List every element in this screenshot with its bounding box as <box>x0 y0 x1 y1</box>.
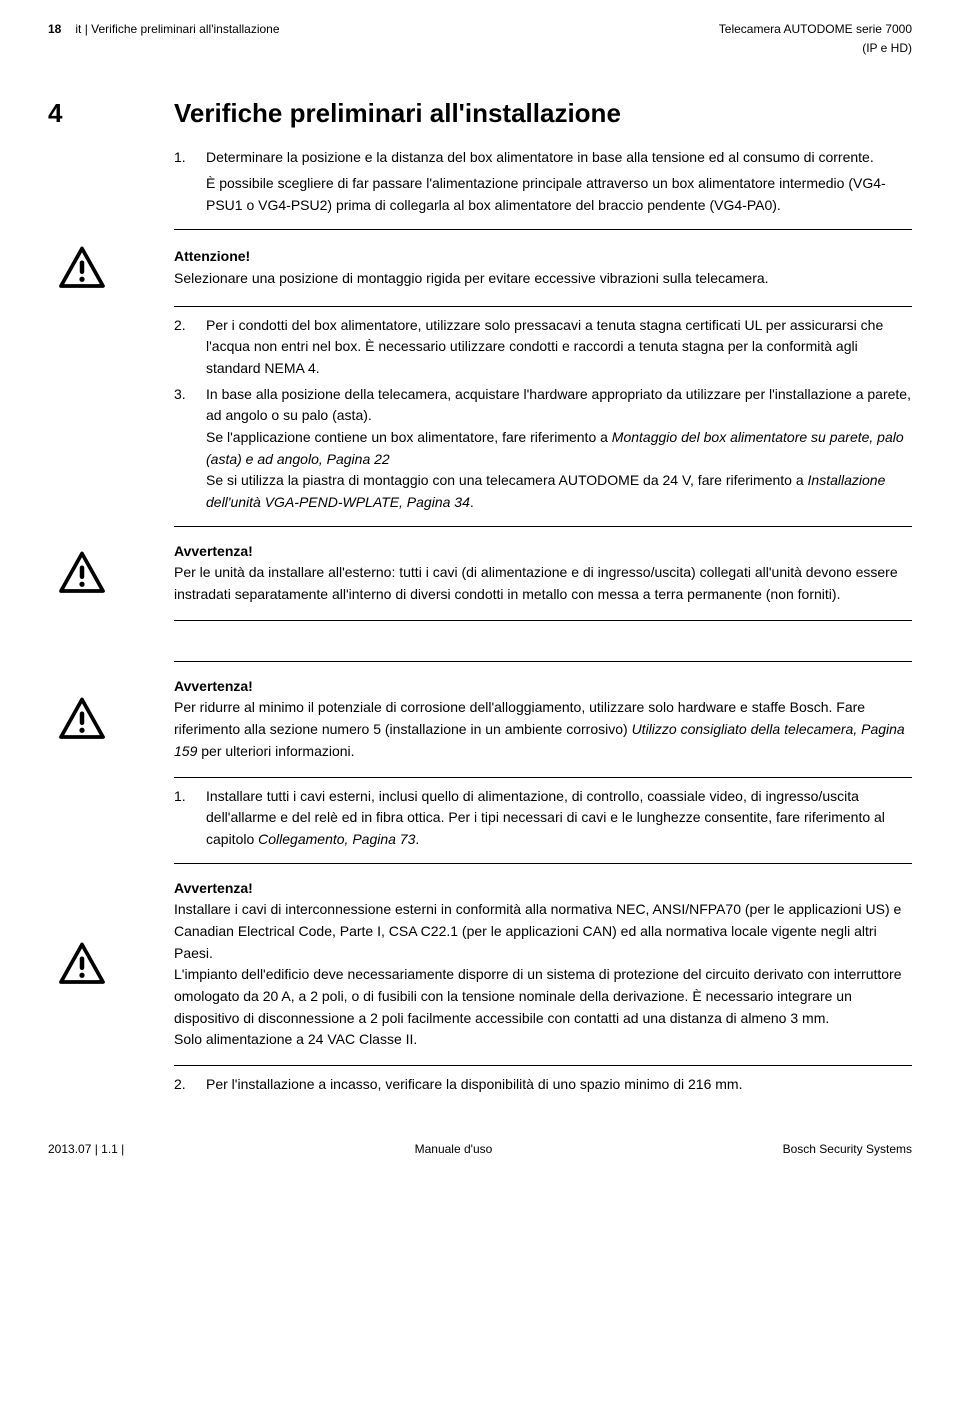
list-text: Determinare la posizione e la distanza d… <box>206 147 912 169</box>
body-col: 2. Per i condotti del box alimentatore, … <box>174 315 912 518</box>
notice-text: Per ridurre al minimo il potenziale di c… <box>174 697 912 762</box>
notice-warning: Avvertenza! Per le unità da installare a… <box>48 535 912 612</box>
icon-gutter <box>48 549 174 597</box>
intro-block: 1. Determinare la posizione e la distanz… <box>48 147 912 220</box>
notice-body: Attenzione! Selezionare una posizione di… <box>174 246 912 289</box>
footer-company: Bosch Security Systems <box>783 1140 912 1159</box>
spacer <box>48 629 912 653</box>
notice-warning: Avvertenza! Installare i cavi di interco… <box>48 872 912 1058</box>
header-left: 18 it | Verifiche preliminari all'instal… <box>48 20 280 39</box>
product-name: Telecamera AUTODOME serie 7000 <box>719 20 912 39</box>
text: In base alla posizione della telecamera,… <box>206 386 911 424</box>
divider <box>174 661 912 662</box>
list-item: 3. In base alla posizione della telecame… <box>174 384 912 514</box>
gutter <box>48 147 174 220</box>
text: . <box>415 831 419 847</box>
notice-title: Avvertenza! <box>174 878 912 900</box>
notice-text: Selezionare una posizione di montaggio r… <box>174 268 912 290</box>
caution-icon <box>58 695 106 743</box>
reference-link: Collegamento, Pagina 73 <box>258 831 415 847</box>
list-number: 2. <box>174 1074 192 1096</box>
divider <box>174 777 912 778</box>
gutter <box>48 1074 174 1100</box>
breadcrumb: it | Verifiche preliminari all'installaz… <box>75 20 279 39</box>
icon-gutter <box>48 244 174 292</box>
notice-text: Per le unità da installare all'esterno: … <box>174 562 912 605</box>
list-number: 3. <box>174 384 192 514</box>
list-item: 2. Per l'installazione a incasso, verifi… <box>174 1074 912 1096</box>
list-block-3: 1. Installare tutti i cavi esterni, incl… <box>48 786 912 855</box>
divider <box>174 526 912 527</box>
divider <box>174 863 912 864</box>
caution-icon <box>58 940 106 988</box>
notice-warning: Avvertenza! Per ridurre al minimo il pot… <box>48 670 912 769</box>
notice-body: Avvertenza! Per ridurre al minimo il pot… <box>174 676 912 763</box>
text: . <box>470 494 474 510</box>
page-footer: 2013.07 | 1.1 | Manuale d'uso Bosch Secu… <box>48 1140 912 1159</box>
divider <box>174 620 912 621</box>
icon-gutter <box>48 940 174 988</box>
divider <box>174 306 912 307</box>
notice-title: Avvertenza! <box>174 541 912 563</box>
body-col: 1. Determinare la posizione e la distanz… <box>174 147 912 220</box>
list-text: Per i condotti del box alimentatore, uti… <box>206 315 912 380</box>
footer-date: 2013.07 | 1.1 | <box>48 1140 124 1159</box>
list-text: In base alla posizione della telecamera,… <box>206 384 912 514</box>
list-item: 1. Installare tutti i cavi esterni, incl… <box>174 786 912 851</box>
page-number: 18 <box>48 20 61 39</box>
icon-gutter <box>48 695 174 743</box>
list-block-4: 2. Per l'installazione a incasso, verifi… <box>48 1074 912 1100</box>
notice-title: Attenzione! <box>174 246 912 268</box>
notice-body: Avvertenza! Per le unità da installare a… <box>174 541 912 606</box>
list-text: È possibile scegliere di far passare l'a… <box>206 173 912 216</box>
body-col: 2. Per l'installazione a incasso, verifi… <box>174 1074 912 1100</box>
notice-text: Solo alimentazione a 24 VAC Classe II. <box>174 1029 912 1051</box>
list-number: 2. <box>174 315 192 380</box>
notice-body: Avvertenza! Installare i cavi di interco… <box>174 878 912 1052</box>
caution-icon <box>58 549 106 597</box>
gutter <box>48 786 174 855</box>
header-right: Telecamera AUTODOME serie 7000 (IP e HD) <box>719 20 912 57</box>
notice-caution: Attenzione! Selezionare una posizione di… <box>48 238 912 298</box>
notice-title: Avvertenza! <box>174 676 912 698</box>
gutter <box>48 315 174 518</box>
chapter-heading: 4 Verifiche preliminari all'installazion… <box>48 93 912 133</box>
product-variant: (IP e HD) <box>719 39 912 58</box>
list-block-2: 2. Per i condotti del box alimentatore, … <box>48 315 912 518</box>
notice-text: Installare i cavi di interconnessione es… <box>174 899 912 964</box>
notice-text: L'impianto dell'edificio deve necessaria… <box>174 964 912 1029</box>
page-header: 18 it | Verifiche preliminari all'instal… <box>48 20 912 57</box>
divider <box>174 1065 912 1066</box>
divider <box>174 229 912 230</box>
list-text: Per l'installazione a incasso, verificar… <box>206 1074 912 1096</box>
chapter-number: 4 <box>48 93 130 133</box>
chapter-title: Verifiche preliminari all'installazione <box>174 93 621 133</box>
list-item: 1. Determinare la posizione e la distanz… <box>174 147 912 169</box>
text: Se l'applicazione contiene un box alimen… <box>206 429 612 445</box>
body-col: 1. Installare tutti i cavi esterni, incl… <box>174 786 912 855</box>
caution-icon <box>58 244 106 292</box>
list-item: 2. Per i condotti del box alimentatore, … <box>174 315 912 380</box>
footer-doc-type: Manuale d'uso <box>415 1140 493 1159</box>
list-number: 1. <box>174 786 192 851</box>
list-text: Installare tutti i cavi esterni, inclusi… <box>206 786 912 851</box>
text: Se si utilizza la piastra di montaggio c… <box>206 472 808 488</box>
list-number: 1. <box>174 147 192 169</box>
spacer <box>174 173 192 216</box>
text: per ulteriori informazioni. <box>197 743 354 759</box>
list-item-cont: È possibile scegliere di far passare l'a… <box>174 173 912 216</box>
